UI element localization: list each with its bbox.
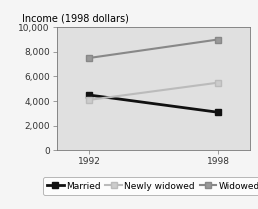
Text: Income (1998 dollars): Income (1998 dollars): [22, 14, 129, 24]
Married: [216, 111, 220, 113]
Widowed: [87, 57, 91, 59]
Newly widowed: [87, 99, 91, 101]
Line: Widowed: Widowed: [86, 36, 221, 61]
Widowed: [216, 38, 220, 41]
Line: Married: Married: [86, 92, 221, 116]
Line: Newly widowed: Newly widowed: [86, 79, 221, 103]
Married: [87, 94, 91, 96]
Newly widowed: [216, 81, 220, 84]
Legend: Married, Newly widowed, Widowed: Married, Newly widowed, Widowed: [43, 177, 258, 195]
